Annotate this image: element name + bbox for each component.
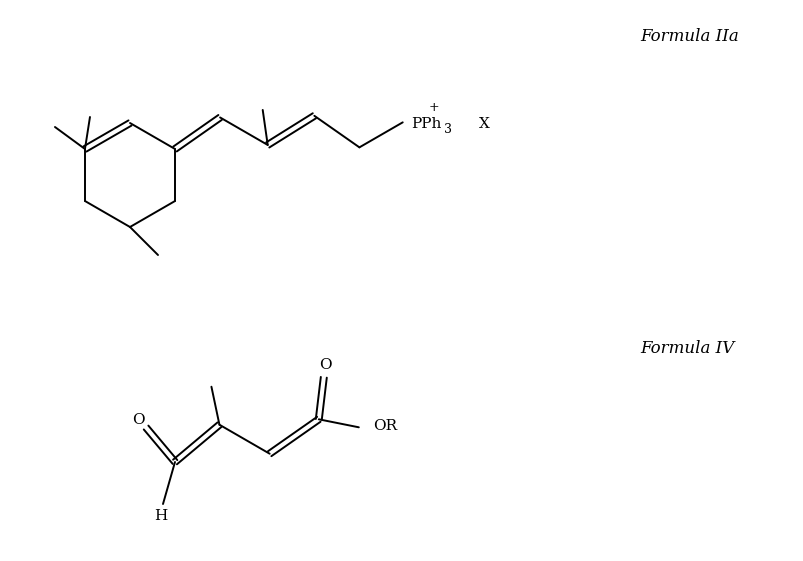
Text: 3: 3: [443, 123, 451, 136]
Text: Formula IIa: Formula IIa: [639, 28, 738, 45]
Text: +: +: [428, 102, 438, 114]
Text: O: O: [319, 358, 332, 373]
Text: Formula IV: Formula IV: [639, 340, 733, 357]
Text: H: H: [154, 509, 167, 523]
Text: O: O: [132, 412, 145, 426]
Text: OR: OR: [373, 419, 397, 433]
Text: X: X: [478, 117, 489, 131]
Text: PPh: PPh: [410, 117, 441, 131]
